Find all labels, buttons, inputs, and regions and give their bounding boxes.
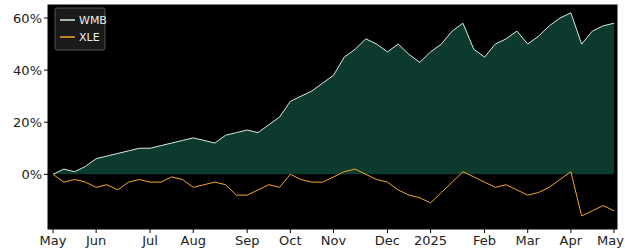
y-tick-label: 20% <box>13 115 42 130</box>
plot-frame <box>48 5 617 229</box>
data-group <box>53 13 614 216</box>
y-tick-label: 0% <box>21 167 42 182</box>
y-tick <box>44 18 48 19</box>
x-tick-label: Apr <box>560 233 583 248</box>
legend: WMB XLE <box>55 8 107 50</box>
x-tick-label: Jun <box>85 233 106 248</box>
x-tick-label: 2025 <box>414 233 447 248</box>
x-tick-label: Oct <box>279 233 301 248</box>
x-tick-label: Dec <box>375 233 400 248</box>
plot-area <box>48 5 617 229</box>
y-tick <box>44 174 48 175</box>
series-line <box>53 169 614 216</box>
legend-label: WMB <box>79 14 107 27</box>
y-tick-label: 60% <box>13 11 42 26</box>
x-tick-label: Nov <box>321 233 347 248</box>
x-tick-label: May <box>40 233 67 248</box>
legend-swatch <box>60 36 75 38</box>
area-fill <box>53 13 614 174</box>
y-tick-label: 40% <box>13 63 42 78</box>
chart: 0% 20% 40% 60% May Jun Jul Aug Sep Oct Nov Dec 2025 F… <box>0 0 625 250</box>
x-tick-label: Jul <box>141 233 158 248</box>
x-tick-label: Aug <box>181 233 206 248</box>
series-line <box>53 13 614 174</box>
x-tick-label: Sep <box>235 233 260 248</box>
legend-label: XLE <box>79 31 100 44</box>
x-tick-label: Mar <box>515 233 540 248</box>
x-tick-label: May <box>597 233 624 248</box>
y-tick <box>44 70 48 71</box>
y-tick <box>44 122 48 123</box>
legend-swatch <box>60 19 75 21</box>
x-tick-label: Feb <box>473 233 496 248</box>
